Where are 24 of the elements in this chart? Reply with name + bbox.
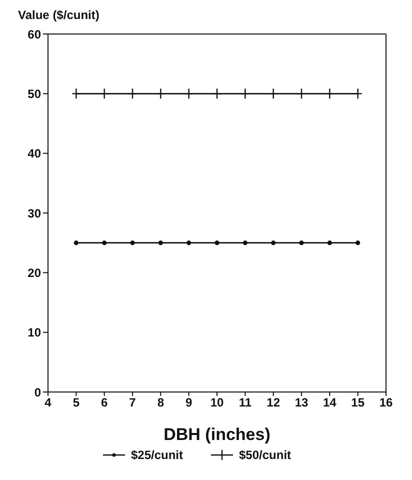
- y-tick-label: 60: [28, 27, 42, 42]
- x-tick-label: 4: [44, 396, 52, 410]
- x-tick-label: 6: [100, 396, 108, 410]
- y-tick-label: 20: [28, 266, 42, 280]
- y-tick-label: 10: [28, 326, 42, 340]
- x-tick-label: 14: [322, 396, 337, 410]
- y-axis-title: Value ($/cunit): [18, 8, 100, 22]
- x-tick-label: 13: [294, 396, 308, 410]
- x-tick-label: 10: [210, 396, 224, 410]
- y-tick-label: 40: [28, 146, 42, 161]
- y-tick-label: 30: [28, 206, 42, 220]
- legend-label: $50/cunit: [238, 448, 292, 462]
- legend-label: $25/cunit: [130, 448, 183, 462]
- x-axis-title: DBH (inches): [164, 425, 270, 444]
- x-tick-label: 8: [157, 396, 164, 410]
- x-tick-label: 9: [185, 396, 192, 410]
- x-tick-label: 5: [72, 396, 80, 410]
- x-tick-label: 12: [266, 396, 280, 410]
- y-tick-label: 0: [34, 385, 42, 400]
- x-tick-label: 15: [351, 396, 365, 410]
- y-tick-label: 50: [28, 86, 42, 101]
- x-tick-label: 7: [129, 396, 136, 410]
- x-tick-label: 11: [238, 396, 252, 410]
- x-tick-label: 16: [379, 396, 393, 410]
